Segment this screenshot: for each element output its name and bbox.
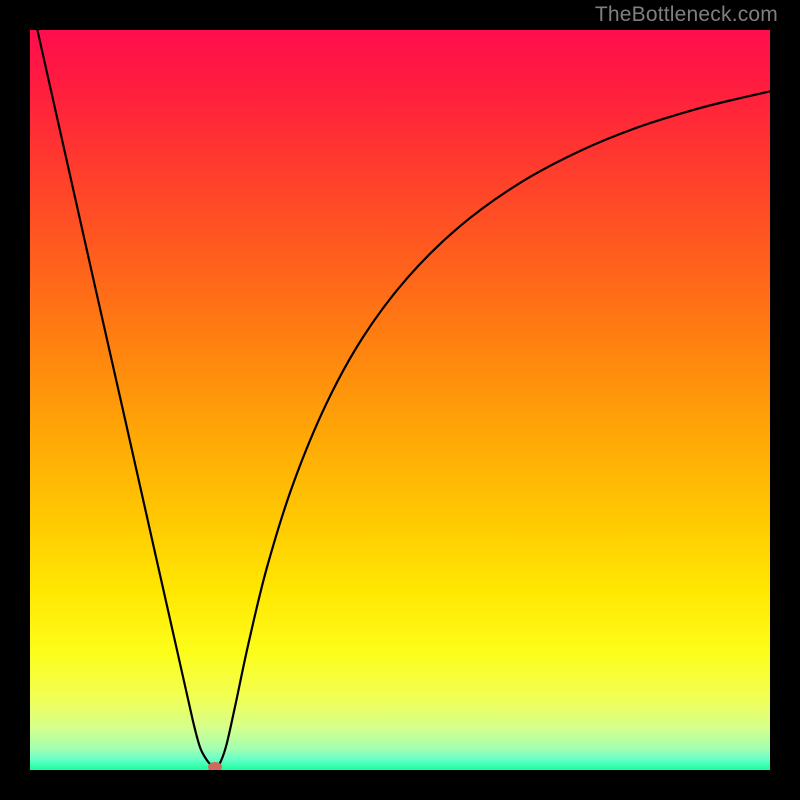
bottleneck-curve: [30, 30, 770, 770]
watermark-text: TheBottleneck.com: [595, 3, 778, 27]
plot-area: [30, 30, 770, 770]
optimum-marker: [208, 762, 222, 770]
